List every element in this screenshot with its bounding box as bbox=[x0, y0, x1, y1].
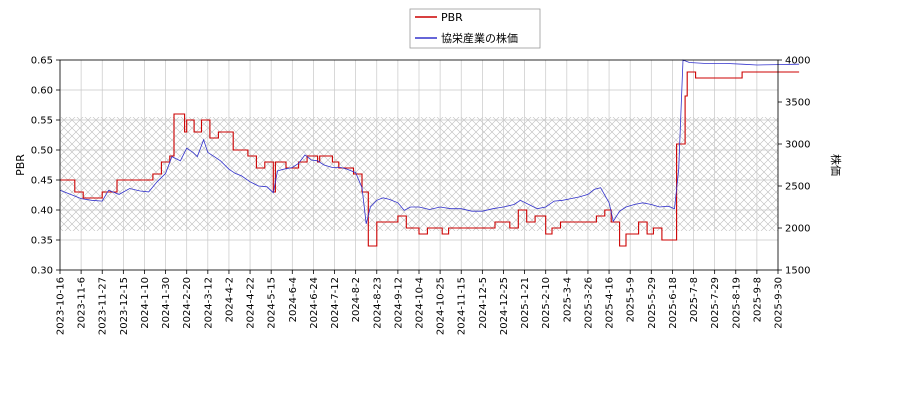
legend-label-price: 協栄産業の株価 bbox=[441, 31, 518, 45]
x-tick-label: 2024-4-2 bbox=[224, 277, 235, 322]
legend: PBR 協栄産業の株価 bbox=[409, 8, 541, 49]
x-tick-label: 2024-4-22 bbox=[246, 277, 257, 329]
x-tick-label: 2025-4-16 bbox=[605, 277, 616, 329]
right-tick-label: 4000 bbox=[785, 56, 810, 67]
x-tick-label: 2024-2-20 bbox=[182, 277, 193, 329]
left-tick-label: 0.65 bbox=[31, 56, 53, 67]
x-tick-label: 2023-11-27 bbox=[98, 277, 109, 335]
x-tick-label: 2023-12-15 bbox=[119, 277, 130, 335]
left-tick-label: 0.55 bbox=[31, 116, 53, 127]
x-tick-label: 2025-2-10 bbox=[541, 277, 552, 329]
series-group bbox=[59, 59, 800, 247]
x-tick-label: 2025-3-26 bbox=[583, 277, 594, 329]
x-tick-label: 2025-6-18 bbox=[668, 277, 679, 329]
x-tick-label: 2024-10-25 bbox=[436, 277, 447, 335]
x-axis: 2023-10-16 2023-11-6 2023-11-27 2023-12-15 2… bbox=[56, 270, 785, 335]
x-tick-label: 2024-6-4 bbox=[288, 277, 299, 322]
x-tick-label: 2024-5-15 bbox=[267, 277, 278, 329]
x-tick-label: 2024-12-5 bbox=[478, 277, 489, 329]
x-tick-label: 2025-8-19 bbox=[731, 277, 742, 329]
x-tick-label: 2024-8-2 bbox=[351, 277, 362, 322]
left-tick-label: 0.35 bbox=[31, 236, 53, 247]
y-axis-left-title: PBR bbox=[14, 154, 27, 176]
x-tick-label: 2025-7-29 bbox=[710, 277, 721, 329]
x-tick-label: 2024-11-15 bbox=[457, 277, 468, 335]
x-tick-label: 2025-7-8 bbox=[689, 277, 700, 322]
x-tick-label: 2025-1-21 bbox=[520, 277, 531, 329]
pbr-line bbox=[60, 71, 800, 247]
right-tick-label: 3000 bbox=[785, 140, 810, 151]
right-tick-label: 2500 bbox=[785, 182, 810, 193]
x-tick-label: 2024-10-4 bbox=[415, 277, 426, 329]
x-tick-label: 2025-9-30 bbox=[774, 277, 785, 329]
x-tick-label: 2025-9-8 bbox=[752, 277, 763, 322]
x-tick-label: 2023-10-16 bbox=[56, 277, 67, 335]
x-tick-label: 2025-5-9 bbox=[626, 277, 637, 322]
x-tick-label: 2024-3-12 bbox=[203, 277, 214, 329]
right-tick-label: 1500 bbox=[785, 266, 810, 277]
x-tick-label: 2024-1-30 bbox=[161, 277, 172, 329]
legend-box bbox=[409, 8, 541, 49]
left-tick-label: 0.30 bbox=[31, 266, 53, 277]
x-tick-label: 2025-5-29 bbox=[647, 277, 658, 329]
stock-price-line bbox=[59, 59, 800, 224]
x-tick-label: 2024-7-12 bbox=[330, 277, 341, 329]
right-tick-label: 3500 bbox=[785, 98, 810, 109]
x-tick-label: 2024-6-24 bbox=[309, 277, 320, 329]
x-tick-label: 2024-9-12 bbox=[393, 277, 404, 329]
left-tick-label: 0.50 bbox=[31, 146, 53, 157]
x-tick-label: 2023-11-6 bbox=[77, 277, 88, 329]
left-axis: 0.30 0.35 0.40 0.45 0.50 0.55 0.60 0.65 bbox=[31, 56, 60, 277]
left-tick-label: 0.40 bbox=[31, 206, 53, 217]
right-tick-label: 2000 bbox=[785, 224, 810, 235]
x-tick-label: 2024-8-23 bbox=[372, 277, 383, 329]
legend-label-pbr: PBR bbox=[441, 11, 463, 24]
left-tick-label: 0.60 bbox=[31, 86, 53, 97]
x-tick-label: 2024-12-25 bbox=[499, 277, 510, 335]
y-axis-right-title: 株価 bbox=[829, 154, 843, 176]
left-tick-label: 0.45 bbox=[31, 176, 53, 187]
x-tick-label: 2025-3-4 bbox=[562, 277, 573, 322]
right-axis: 1500 2000 2500 3000 3500 4000 bbox=[778, 56, 810, 277]
x-tick-label: 2024-1-10 bbox=[140, 277, 151, 329]
